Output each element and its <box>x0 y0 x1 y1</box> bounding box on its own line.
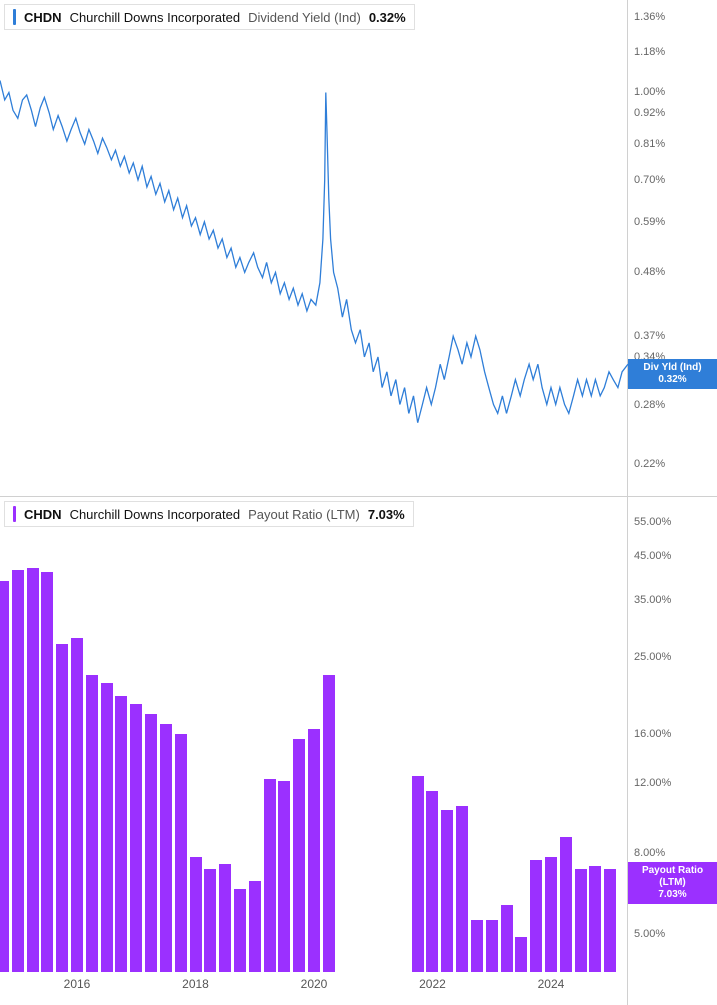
bottom-legend-marker <box>13 506 16 522</box>
payout-bar <box>515 937 527 972</box>
ytick: 0.92% <box>634 107 665 119</box>
payout-bar <box>175 734 187 972</box>
payout-bar <box>160 724 172 972</box>
ytick: 0.28% <box>634 399 665 411</box>
payout-bar <box>441 810 453 972</box>
ytick: 8.00% <box>634 847 665 859</box>
xtick: 2024 <box>538 977 565 991</box>
payout-bar <box>0 581 9 972</box>
ytick: 0.22% <box>634 458 665 470</box>
xtick: 2020 <box>301 977 328 991</box>
top-legend: CHDN Churchill Downs Incorporated Divide… <box>4 4 415 30</box>
payout-bar <box>545 857 557 972</box>
bottom-plot-area[interactable]: 2016 2018 2020 2022 2024 <box>0 497 628 1005</box>
top-legend-metric: Dividend Yield (Ind) <box>248 10 361 25</box>
payout-bar <box>412 776 424 972</box>
payout-ratio-chart-panel: CHDN Churchill Downs Incorporated Payout… <box>0 497 717 1005</box>
payout-bar <box>278 781 290 972</box>
dividend-yield-line <box>0 0 628 497</box>
top-plot-area[interactable] <box>0 0 628 496</box>
ytick: 25.00% <box>634 651 671 663</box>
xtick: 2016 <box>64 977 91 991</box>
xtick: 2018 <box>182 977 209 991</box>
ytick: 5.00% <box>634 928 665 940</box>
ytick: 0.48% <box>634 266 665 278</box>
ytick: 1.18% <box>634 46 665 58</box>
payout-bar <box>190 857 202 972</box>
payout-bar <box>293 739 305 972</box>
payout-ratio-bars <box>0 497 628 972</box>
payout-bar <box>530 860 542 972</box>
div-yld-badge: Div Yld (Ind)0.32% <box>628 359 717 389</box>
payout-bar <box>71 638 83 972</box>
payout-bar <box>41 572 53 972</box>
payout-bar <box>264 779 276 972</box>
top-legend-value: 0.32% <box>369 10 406 25</box>
bottom-y-axis: 55.00% 45.00% 35.00% 25.00% 16.00% 12.00% 8.00… <box>628 497 717 1005</box>
ytick: 1.36% <box>634 11 665 23</box>
payout-bar <box>426 791 438 972</box>
payout-bar <box>575 869 587 972</box>
payout-bar <box>27 568 39 972</box>
payout-bar <box>486 920 498 972</box>
ytick: 55.00% <box>634 516 671 528</box>
ytick: 1.00% <box>634 86 665 98</box>
ytick: 0.81% <box>634 138 665 150</box>
payout-bar <box>604 869 616 972</box>
top-legend-company: Churchill Downs Incorporated <box>70 10 241 25</box>
xtick: 2022 <box>419 977 446 991</box>
ytick: 0.37% <box>634 330 665 342</box>
bottom-legend-metric: Payout Ratio (LTM) <box>248 507 360 522</box>
top-legend-marker <box>13 9 16 25</box>
bottom-legend-ticker: CHDN <box>24 507 62 522</box>
bottom-legend: CHDN Churchill Downs Incorporated Payout… <box>4 501 414 527</box>
ytick: 16.00% <box>634 728 671 740</box>
payout-bar <box>471 920 483 972</box>
payout-ratio-badge: Payout Ratio (LTM)7.03% <box>628 862 717 904</box>
ytick: 45.00% <box>634 550 671 562</box>
payout-bar <box>323 675 335 972</box>
top-y-axis: 1.36% 1.18% 1.00% 0.92% 0.81% 0.70% 0.59% 0.48%… <box>628 0 717 496</box>
payout-bar <box>86 675 98 972</box>
bottom-legend-value: 7.03% <box>368 507 405 522</box>
ytick: 0.59% <box>634 216 665 228</box>
payout-bar <box>130 704 142 972</box>
payout-bar <box>308 729 320 972</box>
payout-bar <box>560 837 572 972</box>
payout-bar <box>219 864 231 972</box>
payout-bar <box>12 570 24 972</box>
payout-bar <box>589 866 601 972</box>
bottom-legend-company: Churchill Downs Incorporated <box>70 507 241 522</box>
payout-bar <box>56 644 68 972</box>
payout-bar <box>101 683 113 972</box>
payout-bar <box>501 905 513 972</box>
ytick: 35.00% <box>634 594 671 606</box>
ytick: 12.00% <box>634 777 671 789</box>
payout-bar <box>145 714 157 972</box>
payout-bar <box>115 696 127 972</box>
dividend-yield-chart-panel: CHDN Churchill Downs Incorporated Divide… <box>0 0 717 497</box>
payout-bar <box>249 881 261 972</box>
payout-bar <box>204 869 216 972</box>
ytick: 0.70% <box>634 174 665 186</box>
top-legend-ticker: CHDN <box>24 10 62 25</box>
payout-bar <box>456 806 468 972</box>
payout-bar <box>234 889 246 972</box>
